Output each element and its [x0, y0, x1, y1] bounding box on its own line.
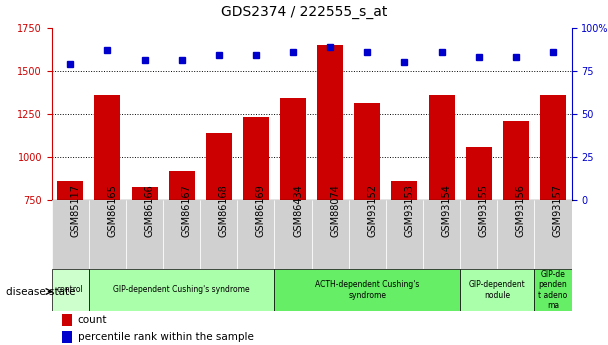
- Bar: [460, 269, 534, 310]
- Bar: [497, 200, 534, 269]
- Text: GSM86167: GSM86167: [182, 184, 192, 237]
- Bar: [460, 200, 497, 269]
- Text: GSM93154: GSM93154: [441, 184, 452, 237]
- Text: GSM93153: GSM93153: [404, 184, 415, 237]
- Bar: [503, 121, 529, 200]
- Bar: [466, 147, 492, 200]
- Text: disease state: disease state: [6, 287, 75, 296]
- Bar: [280, 98, 306, 200]
- Bar: [274, 269, 460, 310]
- Bar: [57, 181, 83, 200]
- Bar: [534, 269, 572, 310]
- Bar: [386, 200, 423, 269]
- Text: ACTH-dependent Cushing's
syndrome: ACTH-dependent Cushing's syndrome: [315, 280, 420, 299]
- Bar: [200, 200, 237, 269]
- Bar: [274, 200, 311, 269]
- Text: GIP-dependent Cushing's syndrome: GIP-dependent Cushing's syndrome: [113, 285, 250, 294]
- Text: GSM86434: GSM86434: [293, 184, 303, 237]
- Bar: [168, 171, 195, 200]
- Bar: [89, 200, 126, 269]
- Bar: [131, 187, 157, 200]
- Bar: [423, 200, 460, 269]
- Text: GSM86165: GSM86165: [108, 184, 117, 237]
- Bar: [349, 200, 386, 269]
- Bar: [206, 133, 232, 200]
- Bar: [243, 117, 269, 200]
- Text: GSM85117: GSM85117: [71, 184, 80, 237]
- Bar: [311, 200, 349, 269]
- Text: percentile rank within the sample: percentile rank within the sample: [78, 333, 254, 342]
- Text: GSM93156: GSM93156: [516, 184, 526, 237]
- Bar: [62, 314, 72, 326]
- Bar: [392, 181, 418, 200]
- Bar: [317, 45, 343, 200]
- Bar: [52, 269, 89, 310]
- Text: GSM93152: GSM93152: [367, 184, 378, 237]
- Text: GIP-dependent
nodule: GIP-dependent nodule: [469, 280, 526, 299]
- Bar: [62, 331, 72, 343]
- Text: GSM93157: GSM93157: [553, 184, 563, 237]
- Bar: [52, 200, 89, 269]
- Text: GDS2374 / 222555_s_at: GDS2374 / 222555_s_at: [221, 5, 387, 19]
- Text: GSM86169: GSM86169: [256, 184, 266, 237]
- Text: GIP-de
penden
t adeno
ma: GIP-de penden t adeno ma: [538, 270, 568, 310]
- Bar: [354, 104, 380, 200]
- Text: GSM86168: GSM86168: [219, 184, 229, 237]
- Text: GSM86166: GSM86166: [145, 184, 154, 237]
- Text: count: count: [78, 315, 107, 325]
- Bar: [237, 200, 274, 269]
- Bar: [94, 95, 120, 200]
- Bar: [429, 95, 455, 200]
- Bar: [534, 200, 572, 269]
- Text: control: control: [57, 285, 84, 294]
- Bar: [89, 269, 274, 310]
- Bar: [540, 95, 566, 200]
- Bar: [126, 200, 163, 269]
- Text: GSM93155: GSM93155: [478, 184, 489, 237]
- Bar: [163, 200, 200, 269]
- Text: GSM88074: GSM88074: [330, 184, 340, 237]
